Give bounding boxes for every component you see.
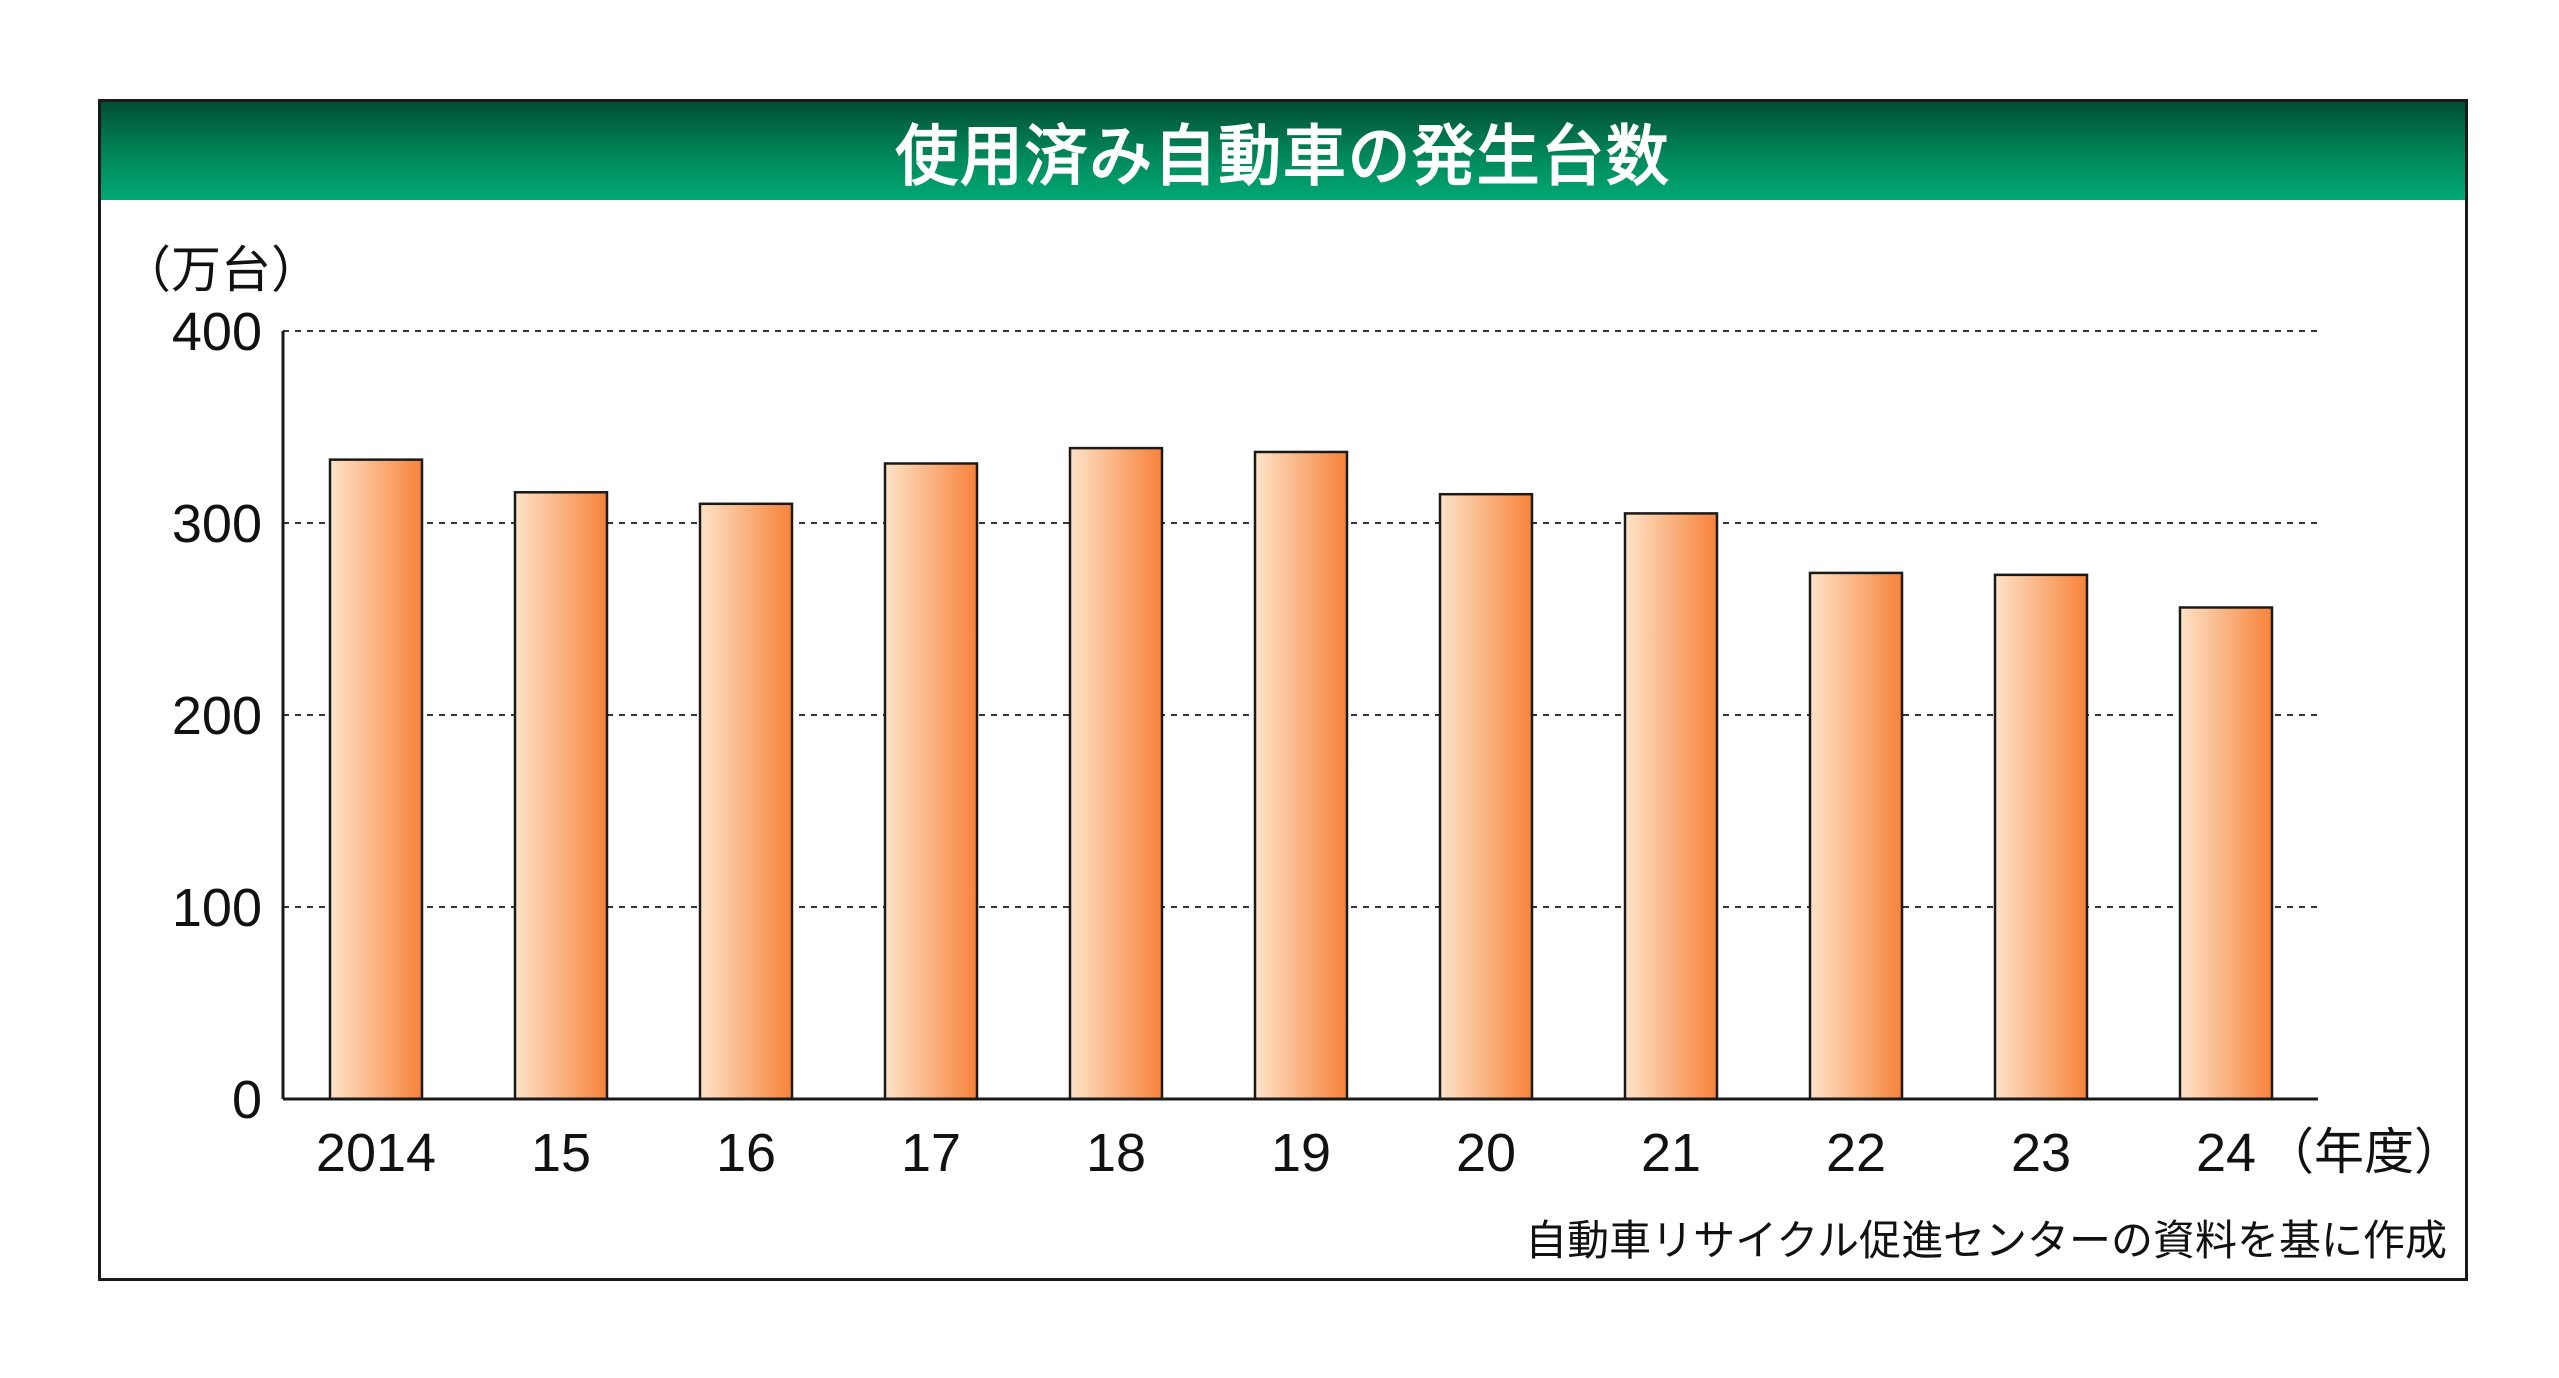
axes <box>281 331 2318 1101</box>
bar <box>1068 446 1164 1101</box>
bar <box>513 491 609 1101</box>
x-tick-label: 16 <box>716 1123 776 1183</box>
title-bar: 使用済み自動車の発生台数 <box>101 102 2465 200</box>
x-tick-label: 18 <box>1086 1123 1146 1183</box>
x-tick-label: 24 <box>2196 1123 2256 1183</box>
tick-labels: 0 100 200 300 400 2014 15 16 17 18 19 20 21 22 23 24 （年度… <box>172 302 2464 1183</box>
y-tick-label: 0 <box>232 1070 262 1130</box>
x-tick-label: 2014 <box>316 1123 436 1183</box>
source-note: 自動車リサイクル促進センターの資料を基に作成 <box>1525 1216 2447 1265</box>
y-tick-label: 100 <box>172 878 262 938</box>
bar <box>883 462 979 1101</box>
x-tick-label: 15 <box>531 1123 591 1183</box>
y-tick-label: 300 <box>172 494 262 554</box>
bars <box>328 446 2274 1101</box>
y-tick-label: 200 <box>172 686 262 746</box>
y-tick-label: 400 <box>172 302 262 362</box>
x-tick-label: 22 <box>1826 1123 1886 1183</box>
x-tick-label: 20 <box>1456 1123 1516 1183</box>
y-axis-unit-label: （万台） <box>121 241 321 299</box>
grid-lines <box>283 330 2318 908</box>
bar <box>2178 606 2274 1101</box>
bar <box>1993 573 2089 1101</box>
bar <box>328 458 424 1101</box>
bar <box>1253 450 1349 1101</box>
x-tick-label: 21 <box>1641 1123 1701 1183</box>
bar <box>1808 571 1904 1101</box>
chart-title: 使用済み自動車の発生台数 <box>895 118 1671 195</box>
bar <box>1438 492 1534 1101</box>
bar <box>1623 512 1719 1101</box>
x-tick-label: 23 <box>2011 1123 2071 1183</box>
x-tick-label: 19 <box>1271 1123 1331 1183</box>
bar <box>698 502 794 1101</box>
x-tick-label: 17 <box>901 1123 961 1183</box>
x-axis-unit-label: （年度） <box>2264 1123 2464 1181</box>
